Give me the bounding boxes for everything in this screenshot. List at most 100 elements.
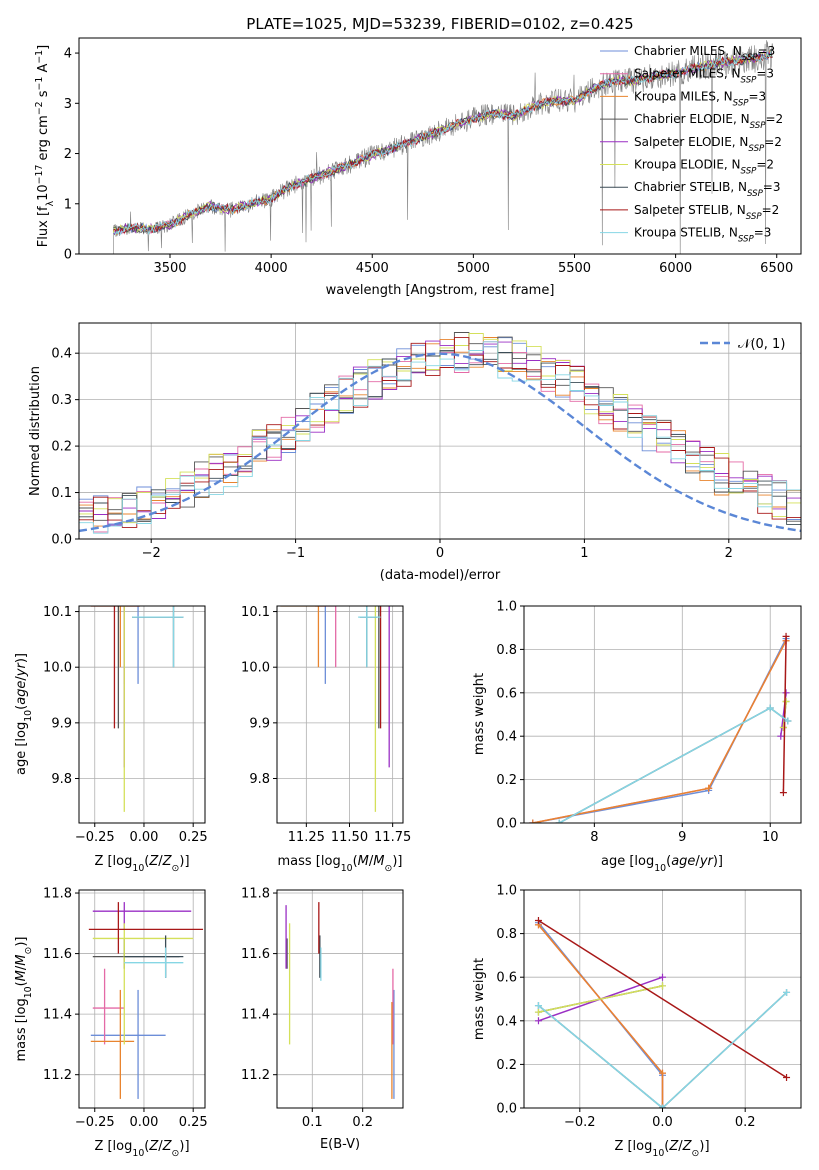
x-tick-label: 0.2 xyxy=(735,1115,756,1130)
gridlines xyxy=(79,890,205,1108)
errorbar-chabrier-stelib xyxy=(359,606,378,668)
y-tick-label: 1 xyxy=(64,197,72,212)
y-axis-label: mass [log10(M/M⊙)] xyxy=(14,937,34,1062)
mass-vs-ebv-plot-area xyxy=(277,890,403,1108)
errorbar-salpeter-miles xyxy=(90,606,141,684)
x-tick-label: 8 xyxy=(590,830,598,845)
x-tick-label: −1 xyxy=(286,546,305,561)
y-tick-label: 9.9 xyxy=(249,716,270,731)
x-tick-label: 11.50 xyxy=(331,830,368,845)
x-tick-label: 0.1 xyxy=(302,1115,323,1130)
data-point xyxy=(784,717,792,725)
series-line xyxy=(538,985,663,1013)
x-tick-label: 5000 xyxy=(457,261,490,276)
weight-vs-age-axes: 8 9 10 0.0 0.2 0.4 0.6 0.8 1.0 age [log10(age/yr)… xyxy=(472,600,802,874)
x-tick-label: −0.25 xyxy=(75,830,115,845)
legend-entry: Chabrier STELIB, NSSP=3 xyxy=(634,180,781,199)
x-tick-label: −2 xyxy=(142,546,161,561)
data-point xyxy=(659,973,666,981)
errorbar-kroupa-elodie xyxy=(374,606,377,812)
errorbar-chabrier-miles xyxy=(324,606,326,684)
data-point xyxy=(777,732,785,740)
y-tick-label: 10.0 xyxy=(241,661,270,676)
x-tick-label: 0.00 xyxy=(129,830,158,845)
series-line xyxy=(537,924,664,1108)
x-tick-label: 0 xyxy=(436,546,444,561)
x-tick-label: 0.25 xyxy=(179,1115,208,1130)
y-tick-label: 0.4 xyxy=(496,1014,517,1029)
y-tick-label: 11.8 xyxy=(241,887,270,902)
model-line-kroupa-stelib xyxy=(113,49,773,236)
legend-entry: Salpeter ELODIE, NSSP=2 xyxy=(634,135,782,154)
series-chabrier-stelib xyxy=(555,704,792,823)
series-line xyxy=(537,922,664,1108)
gridlines xyxy=(524,606,801,823)
age-vs-mass-axes: 11.25 11.50 11.75 9.8 9.9 10.0 10.1 mass [log10… xyxy=(241,605,411,874)
x-axis-label: (data-model)/error xyxy=(380,568,501,583)
y-tick-label: 11.6 xyxy=(43,947,72,962)
legend-entry: Salpeter STELIB, NSSP=2 xyxy=(634,203,779,222)
y-tick-label: 0.2 xyxy=(496,773,517,788)
series-kroupa-elodie xyxy=(534,982,666,1016)
x-axis-label: Z [log10(Z/Z⊙)] xyxy=(614,1139,709,1159)
x-tick-label: −0.2 xyxy=(564,1115,596,1130)
mass-vs-z-axes: −0.25 0.00 0.25 11.2 11.4 11.6 11.8 Z [log10(Z/… xyxy=(14,887,208,1159)
residual-hist-salpeter-stelib xyxy=(79,337,801,528)
y-tick-label: 11.8 xyxy=(43,887,72,902)
model-line-salpeter-stelib xyxy=(113,54,773,235)
y-tick-label: 0 xyxy=(64,248,72,263)
y-axis-label: mass weight xyxy=(472,958,487,1040)
axes-frame xyxy=(78,37,802,255)
y-tick-label: 0.6 xyxy=(496,971,517,986)
x-tick-label: 10 xyxy=(762,830,779,845)
chart-title: PLATE=1025, MJD=53239, FIBERID=0102, z=0… xyxy=(246,15,633,33)
y-tick-label: 0.0 xyxy=(496,817,517,832)
y-tick-label: 4 xyxy=(64,47,72,62)
errorbar-salpeter-miles xyxy=(314,606,337,668)
axes-frame xyxy=(523,605,802,824)
x-axis-label: age [log10(age/yr)] xyxy=(601,854,723,874)
y-tick-label: 9.9 xyxy=(51,716,72,731)
y-tick-label: 0.6 xyxy=(496,686,517,701)
y-tick-label: 3 xyxy=(64,97,72,112)
x-tick-label: 9 xyxy=(678,830,686,845)
mass-vs-ebv-axes: 0.1 0.2 11.2 11.4 11.6 11.8 E(B-V) xyxy=(241,887,404,1152)
legend-entry: Salpeter MILES, NSSP=3 xyxy=(634,67,774,86)
spectrum-plot-area xyxy=(113,40,773,254)
data-point xyxy=(782,689,790,697)
age-vs-mass-plot-area xyxy=(277,606,403,823)
data-point xyxy=(534,1002,542,1010)
legend-entry: Kroupa STELIB, NSSP=3 xyxy=(634,226,771,245)
axes-frame xyxy=(78,889,206,1109)
x-axis-label: wavelength [Angstrom, rest frame] xyxy=(326,283,555,298)
x-axis-label: mass [log10(M/M⊙)] xyxy=(278,854,403,874)
x-axis-label: E(B-V) xyxy=(320,1137,360,1152)
y-tick-label: 11.6 xyxy=(241,947,270,962)
mass-vs-z-plot-area xyxy=(79,890,205,1108)
series-salpeter-stelib xyxy=(534,917,791,1081)
errorbar-chabrier-stelib xyxy=(132,606,184,668)
errorbar-salpeter-elodie xyxy=(388,606,390,768)
series-line xyxy=(532,640,787,823)
errorbar-salpeter-elodie xyxy=(123,606,125,768)
x-tick-label: 0.2 xyxy=(352,1115,373,1130)
series-line xyxy=(537,924,664,1108)
legend: Chabrier MILES, NSSP=3 Salpeter MILES, NS… xyxy=(600,44,783,245)
y-tick-label: 0.8 xyxy=(496,927,517,942)
data-point xyxy=(659,1069,666,1077)
axes-frame xyxy=(276,889,404,1109)
x-tick-label: 11.75 xyxy=(374,830,411,845)
y-tick-label: 11.4 xyxy=(43,1008,72,1023)
legend-entry: Kroupa MILES, NSSP=3 xyxy=(634,89,766,108)
y-tick-label: 0.2 xyxy=(496,1058,517,1073)
series-line xyxy=(532,638,787,823)
x-tick-label: 6000 xyxy=(659,261,692,276)
data-point xyxy=(659,982,666,990)
data-point xyxy=(779,789,787,797)
series-line xyxy=(558,707,789,823)
x-tick-label: 0.25 xyxy=(179,830,208,845)
y-tick-label: 0.8 xyxy=(496,643,517,658)
x-axis-label: Z [log10(Z/Z⊙)] xyxy=(94,854,189,874)
legend-entry: 𝒩(0, 1) xyxy=(738,337,785,352)
gridlines xyxy=(277,606,403,823)
